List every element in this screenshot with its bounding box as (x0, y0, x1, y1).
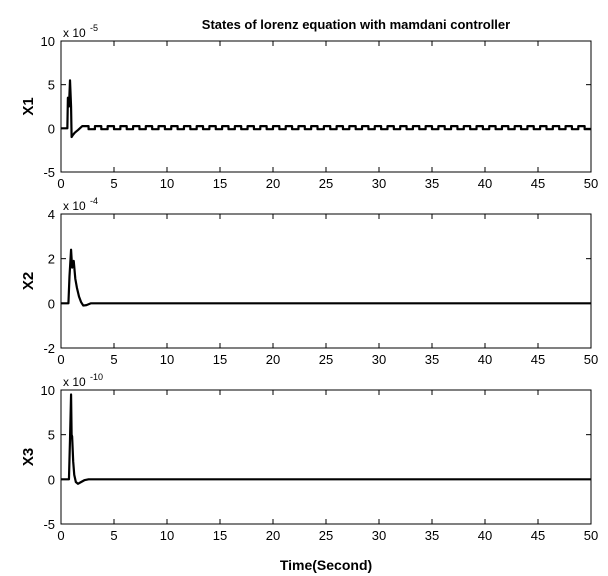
x-tick-label: 35 (425, 176, 439, 191)
x-tick-label: 40 (478, 528, 492, 543)
y-tick-label: 10 (41, 383, 55, 398)
x-tick-label: 50 (584, 528, 598, 543)
x-tick-label: 20 (266, 352, 280, 367)
x-tick-label: 50 (584, 352, 598, 367)
x-tick-label: 35 (425, 352, 439, 367)
x-tick-label: 30 (372, 352, 386, 367)
y-tick-label: 5 (48, 78, 55, 93)
y-exponent-power: -10 (90, 372, 103, 382)
x-axis-label: Time(Second) (280, 557, 372, 573)
subplot-1: States of lorenz equation with mamdani c… (20, 17, 598, 191)
x-tick-label: 20 (266, 176, 280, 191)
y-tick-label: 5 (48, 428, 55, 443)
axes-box (61, 41, 591, 172)
x-tick-label: 10 (160, 528, 174, 543)
y-axis-label: X1 (20, 97, 37, 115)
y-exponent-power: -5 (90, 23, 98, 33)
x-tick-label: 30 (372, 176, 386, 191)
x-tick-label: 45 (531, 352, 545, 367)
y-tick-label: -5 (43, 517, 55, 532)
x-tick-label: 50 (584, 176, 598, 191)
x-tick-label: 30 (372, 528, 386, 543)
x-tick-label: 25 (319, 528, 333, 543)
x-tick-label: 5 (110, 528, 117, 543)
x-tick-label: 0 (57, 528, 64, 543)
x-tick-label: 5 (110, 352, 117, 367)
y-exponent-label: x 10 (63, 26, 86, 40)
y-tick-label: -5 (43, 165, 55, 180)
y-tick-label: 0 (48, 472, 55, 487)
x-tick-label: 20 (266, 528, 280, 543)
y-tick-label: 4 (48, 207, 55, 222)
x-tick-label: 0 (57, 176, 64, 191)
y-axis-label: X3 (20, 448, 37, 466)
x-tick-label: 25 (319, 352, 333, 367)
x-tick-label: 10 (160, 352, 174, 367)
chart-title: States of lorenz equation with mamdani c… (202, 17, 510, 32)
axes-box (61, 390, 591, 524)
x-tick-label: 45 (531, 176, 545, 191)
y-exponent-label: x 10 (63, 199, 86, 213)
x-tick-label: 25 (319, 176, 333, 191)
y-tick-label: 0 (48, 121, 55, 136)
x-tick-label: 40 (478, 176, 492, 191)
x-tick-label: 5 (110, 176, 117, 191)
y-axis-label: X2 (20, 272, 37, 290)
y-exponent-power: -4 (90, 196, 98, 206)
y-tick-label: 10 (41, 34, 55, 49)
x-tick-label: 0 (57, 352, 64, 367)
y-tick-label: 0 (48, 296, 55, 311)
axes-box (61, 214, 591, 348)
y-tick-label: 2 (48, 252, 55, 267)
x-tick-label: 15 (213, 352, 227, 367)
y-exponent-label: x 10 (63, 375, 86, 389)
x-tick-label: 45 (531, 528, 545, 543)
x-tick-label: 15 (213, 528, 227, 543)
x-tick-label: 10 (160, 176, 174, 191)
x-tick-label: 40 (478, 352, 492, 367)
x-tick-label: 35 (425, 528, 439, 543)
y-tick-label: -2 (43, 341, 55, 356)
x-tick-label: 15 (213, 176, 227, 191)
